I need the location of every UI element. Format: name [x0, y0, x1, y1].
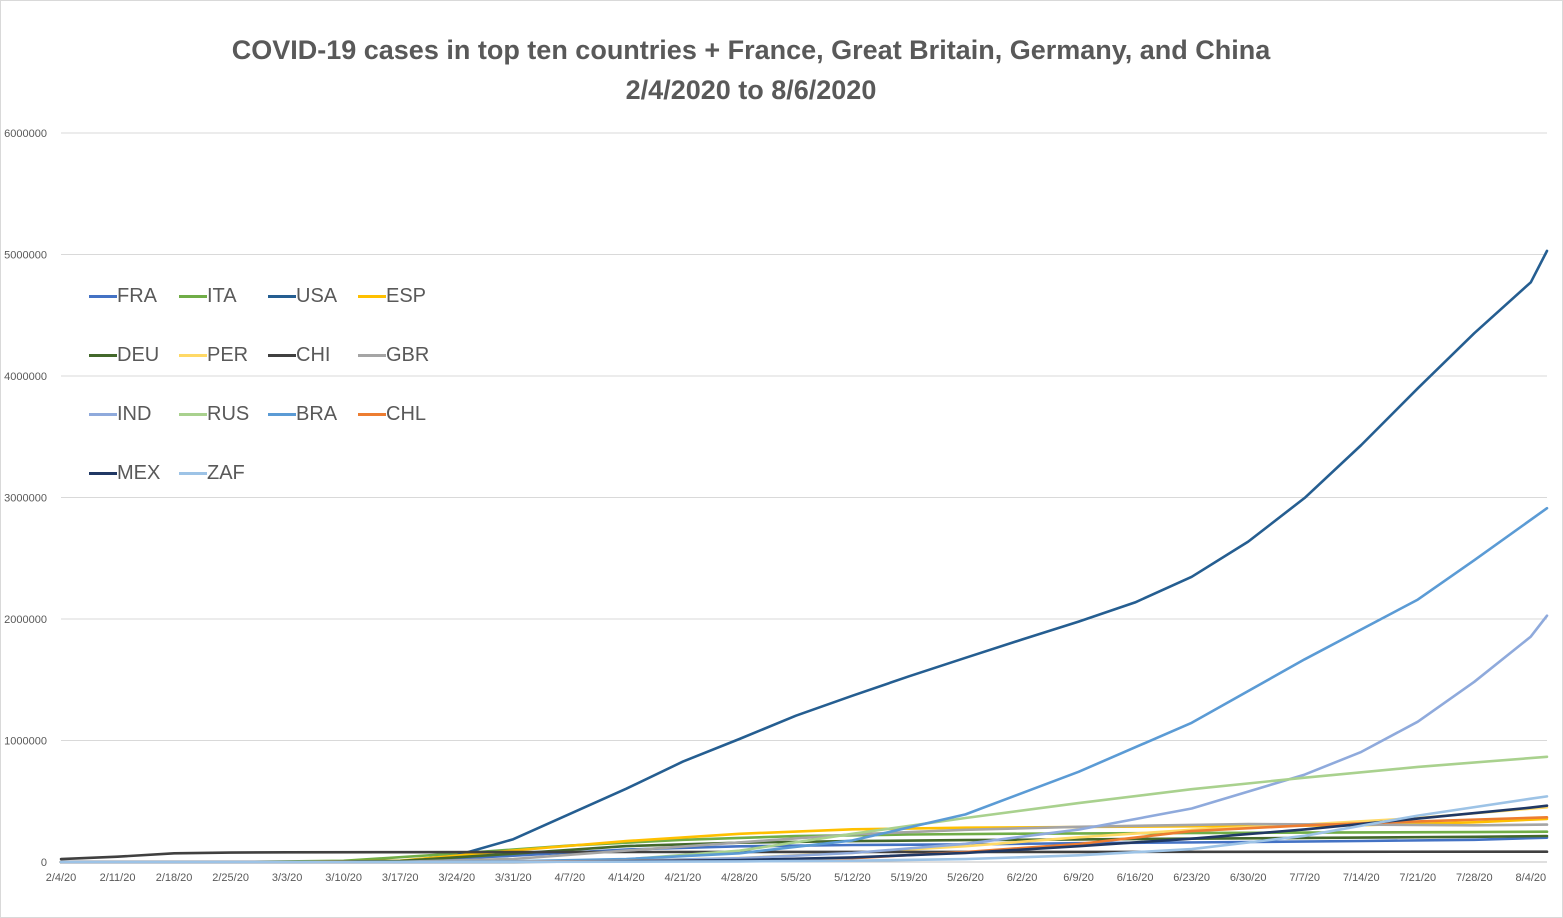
legend-swatch	[89, 354, 117, 357]
x-tick-label: 3/24/20	[438, 872, 475, 884]
legend-label: GBR	[386, 344, 430, 366]
series-line-bra	[59, 506, 1549, 864]
legend-label: ZAF	[207, 462, 245, 484]
legend-swatch	[179, 295, 207, 298]
legend-label: CHI	[296, 344, 331, 366]
legend-swatch	[268, 295, 296, 298]
x-tick-label: 5/12/20	[834, 872, 871, 884]
x-tick-label: 3/31/20	[495, 872, 532, 884]
x-tick-label: 2/11/20	[100, 872, 136, 884]
legend-label: CHL	[386, 403, 427, 425]
y-tick-label: 6000000	[4, 128, 47, 140]
legend-item-mex: MEX	[89, 462, 160, 485]
legend-item-rus: RUS	[179, 403, 249, 426]
x-tick-label: 5/5/20	[781, 872, 812, 884]
y-tick-label: 5000000	[4, 250, 47, 262]
legend-label: MEX	[117, 462, 161, 484]
legend-item-zaf: ZAF	[179, 462, 245, 485]
legend-item-deu: DEU	[89, 344, 159, 367]
x-tick-label: 2/25/20	[212, 872, 249, 884]
series-line-zaf	[59, 795, 1549, 864]
x-tick-label: 6/16/20	[1117, 872, 1154, 884]
legend-item-ita: ITA	[179, 285, 237, 308]
x-tick-label: 7/14/20	[1343, 872, 1380, 884]
legend-swatch	[89, 472, 117, 475]
x-tick-label: 4/14/20	[608, 872, 645, 884]
y-tick-label: 1000000	[4, 736, 47, 748]
series-line-usa	[59, 249, 1549, 864]
x-tick-label: 2/4/20	[46, 872, 77, 884]
legend-swatch	[268, 354, 296, 357]
legend-item-gbr: GBR	[358, 344, 429, 367]
x-tick-label: 6/30/20	[1230, 872, 1267, 884]
legend-item-bra: BRA	[268, 403, 337, 426]
x-tick-label: 8/4/20	[1516, 872, 1547, 884]
legend-label: FRA	[117, 285, 157, 307]
x-tick-label: 7/7/20	[1289, 872, 1320, 884]
legend-swatch	[89, 295, 117, 298]
series-line-per	[59, 805, 1549, 864]
y-tick-label: 2000000	[4, 614, 47, 626]
legend-label: ITA	[207, 285, 237, 307]
y-tick-label: 4000000	[4, 371, 47, 383]
x-tick-label: 5/19/20	[891, 872, 928, 884]
legend-label: USA	[296, 285, 338, 307]
legend-item-fra: FRA	[89, 285, 157, 308]
x-tick-label: 6/9/20	[1063, 872, 1094, 884]
chart-title: COVID-19 cases in top ten countries + Fr…	[231, 35, 1271, 65]
y-tick-label: 0	[41, 857, 47, 869]
x-tick-label: 6/23/20	[1173, 872, 1210, 884]
x-tick-label: 3/3/20	[272, 872, 303, 884]
legend-label: IND	[117, 403, 152, 425]
chart-subtitle: 2/4/2020 to 8/6/2020	[625, 75, 877, 105]
x-tick-label: 2/18/20	[156, 872, 193, 884]
legend-label: DEU	[117, 344, 160, 366]
legend-swatch	[179, 354, 207, 357]
legend-label: ESP	[386, 285, 427, 307]
legend-swatch	[358, 295, 386, 298]
x-tick-label: 4/21/20	[665, 872, 702, 884]
legend-label: BRA	[296, 403, 338, 425]
y-tick-label: 3000000	[4, 493, 47, 505]
x-tick-label: 4/28/20	[721, 872, 758, 884]
x-tick-label: 6/2/20	[1007, 872, 1038, 884]
x-tick-label: 4/7/20	[554, 872, 585, 884]
legend-swatch	[268, 413, 296, 416]
legend-item-ind: IND	[89, 403, 151, 426]
legend-item-chi: CHI	[268, 344, 330, 367]
x-tick-label: 7/28/20	[1456, 872, 1493, 884]
legend-swatch	[358, 413, 386, 416]
legend-swatch	[179, 413, 207, 416]
legend-label: PER	[207, 344, 249, 366]
legend-swatch	[358, 354, 386, 357]
legend-item-chl: CHL	[358, 403, 426, 426]
legend-item-esp: ESP	[358, 285, 426, 308]
legend-label: RUS	[207, 403, 250, 425]
x-tick-label: 7/21/20	[1399, 872, 1436, 884]
x-tick-label: 5/26/20	[947, 872, 984, 884]
legend-item-per: PER	[179, 344, 248, 367]
legend-swatch	[179, 472, 207, 475]
x-tick-label: 3/10/20	[325, 872, 362, 884]
legend-swatch	[89, 413, 117, 416]
legend-item-usa: USA	[268, 285, 337, 308]
x-tick-label: 3/17/20	[382, 872, 419, 884]
